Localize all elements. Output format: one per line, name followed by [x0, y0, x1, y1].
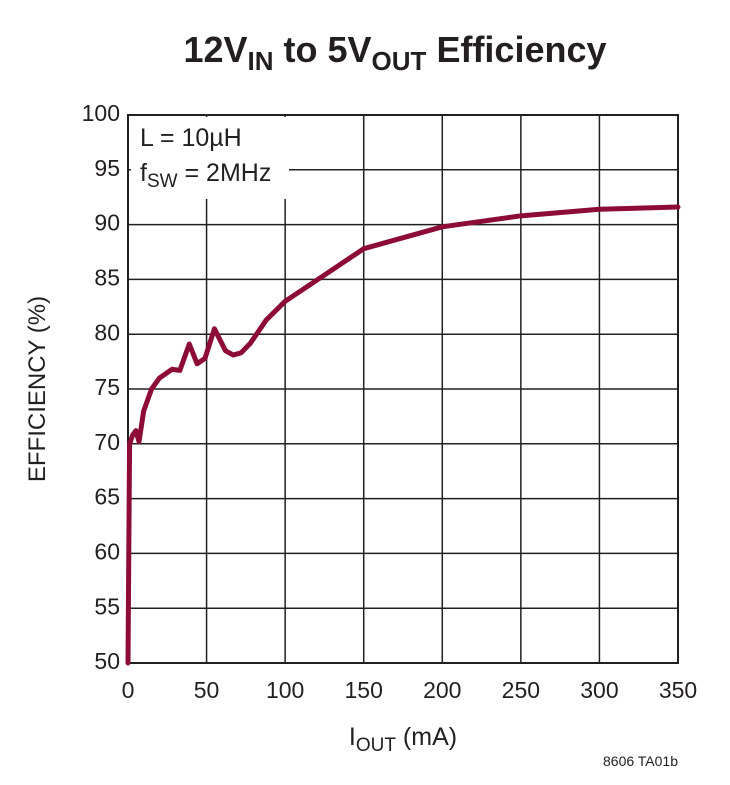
- x-label-part: (mA): [396, 723, 457, 751]
- y-tick-label: 85: [94, 264, 120, 290]
- x-tick-label: 150: [345, 677, 383, 703]
- title-part: 12V: [183, 29, 247, 70]
- y-tick-label: 75: [94, 374, 120, 400]
- x-label-subscript: OUT: [356, 735, 397, 756]
- annotation-subscript: SW: [147, 171, 178, 192]
- plot-frame: [127, 114, 679, 664]
- annotation-part: f: [140, 159, 147, 187]
- x-tick-label: 50: [194, 677, 220, 703]
- x-tick-label: 0: [122, 677, 135, 703]
- title-part: to 5V: [274, 29, 372, 70]
- y-tick-label: 100: [82, 100, 120, 126]
- y-tick-label: 65: [94, 484, 120, 510]
- y-tick-label: 80: [94, 319, 120, 345]
- y-tick-label: 50: [94, 648, 120, 674]
- x-tick-label: 350: [659, 677, 697, 703]
- y-tick-label: 95: [94, 155, 120, 181]
- annotation-box: [131, 117, 289, 199]
- x-label-part: I: [349, 723, 356, 751]
- title-part: Efficiency: [426, 29, 606, 70]
- y-tick-label: 55: [94, 593, 120, 619]
- title-subscript: IN: [248, 46, 274, 76]
- efficiency-line: [125, 204, 681, 666]
- y-tick-label: 90: [94, 210, 120, 236]
- footnote: 8606 TA01b: [603, 753, 678, 769]
- x-tick-label: 100: [266, 677, 304, 703]
- annotation: fSW = 2MHz: [140, 159, 271, 192]
- annotation-part: = 2MHz: [178, 159, 272, 187]
- x-tick-label: 250: [502, 677, 540, 703]
- annotation: L = 10µH: [140, 124, 242, 152]
- title-subscript: OUT: [372, 46, 427, 76]
- x-axis-label: IOUT (mA): [349, 723, 457, 756]
- y-tick-label: 70: [94, 429, 120, 455]
- x-tick-label: 300: [580, 677, 618, 703]
- chart-title: 12VIN to 5VOUT Efficiency: [183, 29, 606, 76]
- x-tick-label: 200: [423, 677, 461, 703]
- y-axis-label: EFFICIENCY (%): [24, 296, 51, 482]
- y-tick-label: 60: [94, 538, 120, 564]
